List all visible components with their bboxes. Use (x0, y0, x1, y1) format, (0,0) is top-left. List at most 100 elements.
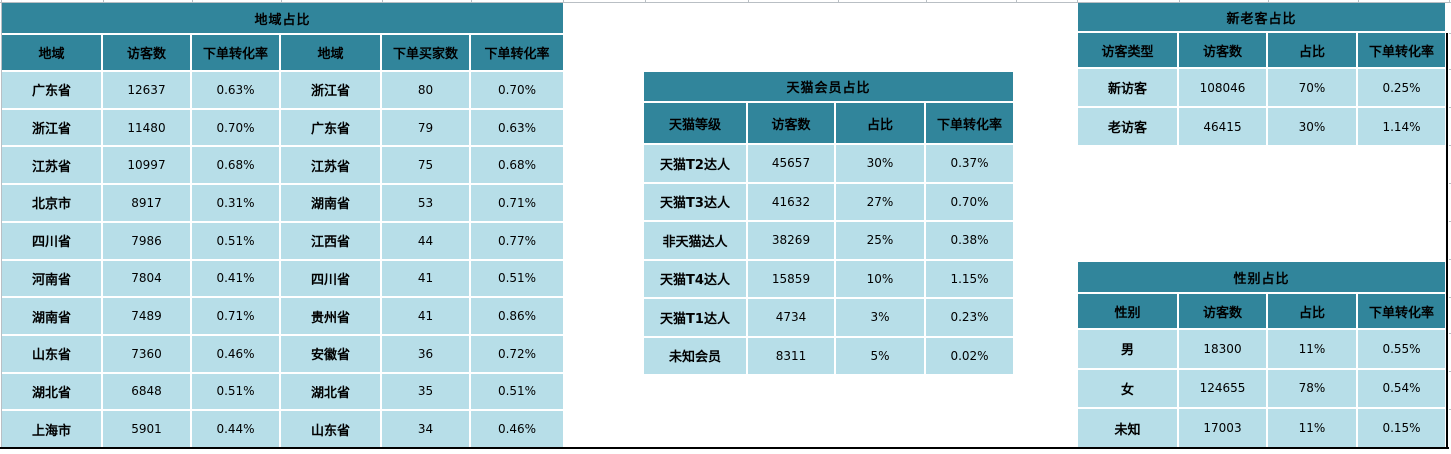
share-percent-cell[interactable]: 10% (836, 260, 924, 297)
share-percent-cell[interactable]: 3% (836, 299, 924, 336)
conversion-rate-cell[interactable]: 0.77% (471, 222, 563, 259)
tmall-level-cell[interactable]: 非天猫达人 (644, 222, 746, 259)
visitor-count-cell[interactable]: 7360 (103, 335, 190, 372)
region-column-header[interactable]: 地域 (281, 35, 380, 70)
conversion-rate-cell[interactable]: 0.02% (926, 337, 1013, 374)
visitor-count-cell[interactable]: 5901 (103, 411, 190, 447)
conversion-rate-cell[interactable]: 0.70% (926, 183, 1013, 220)
region-name-cell[interactable]: 贵州省 (281, 298, 380, 334)
conversion-rate-cell[interactable]: 0.38% (926, 222, 1013, 259)
conversion-rate-cell[interactable]: 0.51% (471, 260, 563, 297)
gender-column-header[interactable]: 占比 (1268, 294, 1356, 328)
tmall-column-header[interactable]: 天猫等级 (644, 103, 746, 143)
visitor-count-cell[interactable]: 8311 (748, 337, 834, 374)
visitor-count-cell[interactable]: 10997 (103, 147, 190, 184)
conversion-rate-cell[interactable]: 0.25% (1358, 69, 1445, 106)
conversion-rate-cell[interactable]: 1.14% (1358, 108, 1445, 145)
conversion-rate-cell[interactable]: 0.37% (926, 145, 1013, 182)
conversion-rate-cell[interactable]: 0.54% (1358, 369, 1445, 408)
region-name-cell[interactable]: 江苏省 (2, 147, 101, 184)
region-name-cell[interactable]: 四川省 (281, 260, 380, 297)
order-buyer-count-cell[interactable]: 80 (382, 72, 469, 108)
conversion-rate-cell[interactable]: 0.51% (192, 373, 279, 410)
conversion-rate-cell[interactable]: 0.68% (192, 147, 279, 184)
conversion-rate-cell[interactable]: 0.44% (192, 411, 279, 447)
conversion-rate-cell[interactable]: 0.63% (471, 109, 563, 146)
tmall-table-title[interactable]: 天猫会员占比 (644, 72, 1013, 101)
gender-cell[interactable]: 未知 (1078, 409, 1177, 447)
region-name-cell[interactable]: 安徽省 (281, 335, 380, 372)
newold-column-header[interactable]: 访客数 (1179, 33, 1266, 67)
gender-cell[interactable]: 女 (1078, 369, 1177, 408)
conversion-rate-cell[interactable]: 0.46% (471, 411, 563, 447)
conversion-rate-cell[interactable]: 0.51% (471, 373, 563, 410)
share-percent-cell[interactable]: 27% (836, 183, 924, 220)
region-name-cell[interactable]: 浙江省 (281, 72, 380, 108)
gender-column-header[interactable]: 性别 (1078, 294, 1177, 328)
conversion-rate-cell[interactable]: 0.71% (192, 298, 279, 334)
visitor-count-cell[interactable]: 12637 (103, 72, 190, 108)
region-name-cell[interactable]: 四川省 (2, 222, 101, 259)
region-column-header[interactable]: 下单转化率 (471, 35, 563, 70)
share-percent-cell[interactable]: 25% (836, 222, 924, 259)
conversion-rate-cell[interactable]: 0.41% (192, 260, 279, 297)
visitor-count-cell[interactable]: 17003 (1179, 409, 1266, 447)
share-percent-cell[interactable]: 78% (1268, 369, 1356, 408)
tmall-level-cell[interactable]: 天猫T4达人 (644, 260, 746, 297)
visitor-count-cell[interactable]: 6848 (103, 373, 190, 410)
visitor-count-cell[interactable]: 8917 (103, 185, 190, 221)
share-percent-cell[interactable]: 30% (1268, 108, 1356, 145)
conversion-rate-cell[interactable]: 0.55% (1358, 330, 1445, 368)
tmall-level-cell[interactable]: 天猫T3达人 (644, 183, 746, 220)
region-name-cell[interactable]: 江苏省 (281, 147, 380, 184)
region-name-cell[interactable]: 广东省 (2, 72, 101, 108)
newold-column-header[interactable]: 访客类型 (1078, 33, 1177, 67)
conversion-rate-cell[interactable]: 0.31% (192, 185, 279, 221)
visitor-count-cell[interactable]: 4734 (748, 299, 834, 336)
order-buyer-count-cell[interactable]: 36 (382, 335, 469, 372)
visitor-type-cell[interactable]: 新访客 (1078, 69, 1177, 106)
newold-column-header[interactable]: 下单转化率 (1358, 33, 1445, 67)
region-name-cell[interactable]: 北京市 (2, 185, 101, 221)
gender-column-header[interactable]: 下单转化率 (1358, 294, 1445, 328)
order-buyer-count-cell[interactable]: 53 (382, 185, 469, 221)
conversion-rate-cell[interactable]: 0.63% (192, 72, 279, 108)
visitor-count-cell[interactable]: 11480 (103, 109, 190, 146)
conversion-rate-cell[interactable]: 0.86% (471, 298, 563, 334)
order-buyer-count-cell[interactable]: 79 (382, 109, 469, 146)
region-table-title[interactable]: 地域占比 (2, 3, 563, 33)
visitor-count-cell[interactable]: 7804 (103, 260, 190, 297)
conversion-rate-cell[interactable]: 0.51% (192, 222, 279, 259)
conversion-rate-cell[interactable]: 0.15% (1358, 409, 1445, 447)
conversion-rate-cell[interactable]: 0.70% (192, 109, 279, 146)
order-buyer-count-cell[interactable]: 44 (382, 222, 469, 259)
region-name-cell[interactable]: 浙江省 (2, 109, 101, 146)
region-column-header[interactable]: 下单转化率 (192, 35, 279, 70)
conversion-rate-cell[interactable]: 0.70% (471, 72, 563, 108)
order-buyer-count-cell[interactable]: 35 (382, 373, 469, 410)
region-name-cell[interactable]: 湖南省 (281, 185, 380, 221)
region-name-cell[interactable]: 湖南省 (2, 298, 101, 334)
gender-column-header[interactable]: 访客数 (1179, 294, 1266, 328)
region-name-cell[interactable]: 上海市 (2, 411, 101, 447)
region-name-cell[interactable]: 山东省 (2, 335, 101, 372)
gender-cell[interactable]: 男 (1078, 330, 1177, 368)
visitor-count-cell[interactable]: 45657 (748, 145, 834, 182)
share-percent-cell[interactable]: 11% (1268, 330, 1356, 368)
visitor-type-cell[interactable]: 老访客 (1078, 108, 1177, 145)
visitor-count-cell[interactable]: 38269 (748, 222, 834, 259)
tmall-level-cell[interactable]: 天猫T1达人 (644, 299, 746, 336)
visitor-count-cell[interactable]: 18300 (1179, 330, 1266, 368)
order-buyer-count-cell[interactable]: 75 (382, 147, 469, 184)
visitor-count-cell[interactable]: 41632 (748, 183, 834, 220)
region-name-cell[interactable]: 广东省 (281, 109, 380, 146)
order-buyer-count-cell[interactable]: 41 (382, 260, 469, 297)
share-percent-cell[interactable]: 11% (1268, 409, 1356, 447)
order-buyer-count-cell[interactable]: 34 (382, 411, 469, 447)
order-buyer-count-cell[interactable]: 41 (382, 298, 469, 334)
region-name-cell[interactable]: 河南省 (2, 260, 101, 297)
conversion-rate-cell[interactable]: 0.72% (471, 335, 563, 372)
region-name-cell[interactable]: 山东省 (281, 411, 380, 447)
conversion-rate-cell[interactable]: 0.23% (926, 299, 1013, 336)
newold-table-title[interactable]: 新老客占比 (1078, 3, 1445, 31)
